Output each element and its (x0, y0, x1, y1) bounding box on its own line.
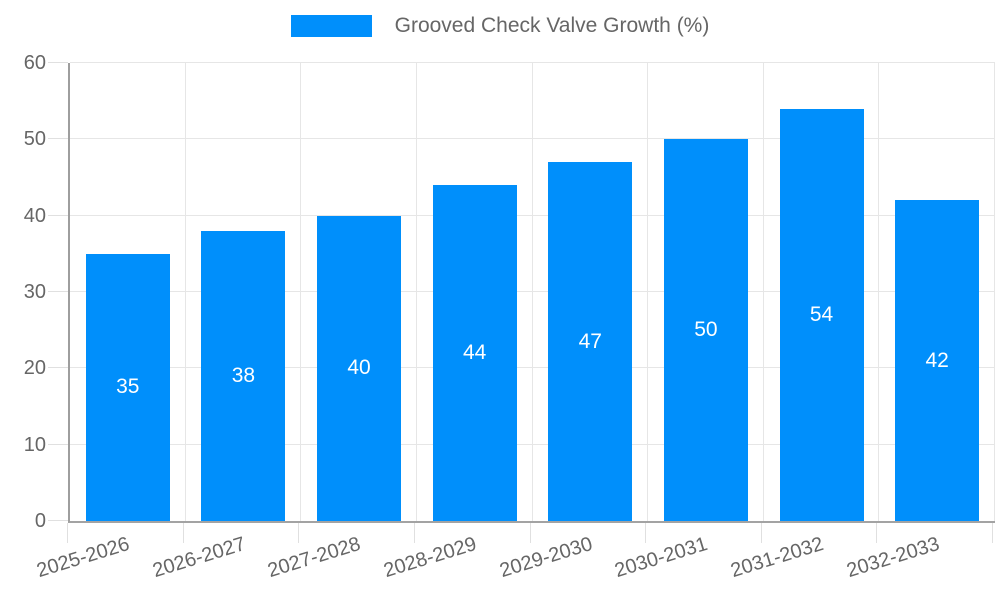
gridline-vertical (994, 63, 995, 521)
y-axis-tick (48, 62, 68, 63)
legend-label: Grooved Check Valve Growth (%) (394, 14, 710, 37)
x-axis-tick (67, 523, 68, 543)
y-axis-tick (48, 138, 68, 140)
plot-area: 35 38 40 44 47 50 54 42 (68, 62, 995, 523)
bar-value-label: 44 (463, 341, 487, 365)
gridline-horizontal (70, 291, 995, 292)
bar-value-label: 54 (809, 302, 834, 326)
x-axis-tick (760, 523, 762, 543)
y-axis-tick (48, 291, 68, 292)
gridline-vertical (647, 63, 649, 521)
x-axis-tick (182, 523, 184, 543)
gridline-horizontal (70, 443, 995, 445)
bar-value-label: 38 (231, 363, 256, 387)
y-axis-tick (48, 367, 68, 369)
gridline-vertical (878, 63, 880, 521)
gridline-vertical (531, 63, 533, 521)
legend-item[interactable]: Grooved Check Valve Growth (%) (290, 14, 710, 38)
x-axis-tick (645, 523, 647, 543)
x-axis-category-label: 2029-2030 (496, 533, 595, 583)
x-axis-tick (876, 523, 878, 543)
y-axis-tick-label: 30 (23, 281, 46, 303)
x-axis-category-label: 2031-2032 (728, 533, 826, 583)
bar-value-label: 42 (925, 348, 949, 372)
bar-2030-2031[interactable]: 50 (663, 139, 748, 521)
bar-2027-2028[interactable]: 40 (317, 215, 402, 521)
y-axis-tick-label: 50 (23, 128, 46, 151)
gridline-horizontal (70, 367, 995, 369)
gridline-vertical (300, 63, 302, 521)
bar-value-label: 40 (347, 356, 371, 380)
y-axis-tick-label: 60 (23, 52, 46, 74)
bar-2032-2033[interactable]: 42 (895, 200, 980, 521)
y-axis-tick-label: 0 (34, 510, 46, 532)
y-axis-tick-label: 20 (23, 357, 46, 380)
bar-value-label: 50 (694, 318, 718, 342)
gridline-horizontal (70, 214, 995, 216)
y-axis-tick-label: 10 (23, 433, 46, 456)
bar-2028-2029[interactable]: 44 (432, 185, 517, 521)
bar-value-label: 35 (116, 375, 140, 399)
x-axis-tick (413, 523, 415, 543)
y-axis-tick-label: 40 (23, 204, 46, 227)
y-axis-tick (48, 520, 68, 521)
x-axis-category-label: 2030-2031 (612, 533, 711, 583)
gridline-vertical (762, 63, 764, 521)
bar-2031-2032[interactable]: 54 (779, 108, 864, 521)
x-axis-category-label: 2025-2026 (34, 533, 133, 583)
x-axis-category-label: 2026-2027 (149, 533, 248, 583)
x-axis-category-label: 2028-2029 (381, 533, 480, 583)
gridline-vertical (184, 63, 186, 521)
bar-2025-2026[interactable]: 35 (85, 253, 170, 521)
gridline-horizontal (70, 62, 995, 63)
gridline-vertical (415, 63, 417, 521)
legend: Grooved Check Valve Growth (%) (0, 14, 1000, 38)
bar-2026-2027[interactable]: 38 (201, 230, 286, 521)
bar-2029-2030[interactable]: 47 (548, 162, 633, 521)
x-axis-tick (529, 523, 531, 543)
legend-swatch-icon (290, 15, 372, 37)
bar-value-label: 47 (578, 329, 602, 353)
x-axis-tick (298, 523, 300, 543)
y-axis-tick (48, 443, 68, 445)
x-axis-category-label: 2027-2028 (265, 533, 364, 583)
gridline-horizontal (70, 138, 995, 140)
x-axis-tick (992, 523, 993, 543)
x-axis-category-label: 2032-2033 (843, 533, 942, 583)
y-axis-tick (48, 214, 68, 216)
